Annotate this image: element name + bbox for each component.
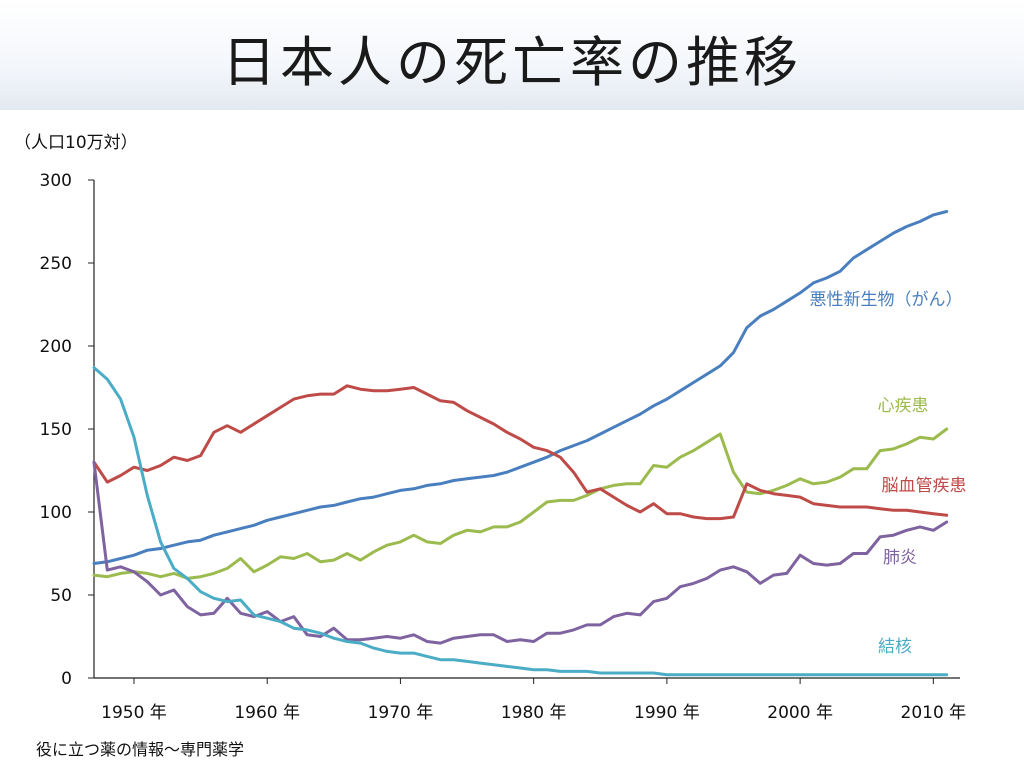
series-line-cerebrovascular [92, 384, 949, 521]
series-label-tuberculosis: 結核 [878, 637, 912, 657]
y-tick-label: 200 [40, 337, 72, 357]
x-tick-label: 1990 年 [634, 703, 700, 723]
x-tick-label: 1960 年 [234, 703, 300, 723]
series-label-cerebrovascular: 脳血管疾患 [882, 476, 967, 496]
source-label: 役に立つ薬の情報～専門薬学 [36, 740, 245, 759]
y-axis-unit-label: （人口10万対） [14, 133, 138, 153]
series-label-heart-disease: 心疾患 [878, 396, 929, 416]
x-tick-label: 1970 年 [368, 703, 434, 723]
page-title: 日本人の死亡率の推移 [222, 31, 802, 94]
y-tick-label: 250 [40, 254, 72, 274]
series-line-tuberculosis [92, 366, 949, 677]
series-line-heart-disease [92, 427, 949, 580]
y-tick-label: 300 [40, 171, 72, 191]
series-line-cancer [92, 210, 949, 565]
y-tick-label: 0 [61, 669, 72, 689]
y-tick-label: 150 [40, 420, 72, 440]
series-label-pneumonia: 肺炎 [883, 548, 917, 568]
x-tick-label: 1950 年 [101, 703, 167, 723]
series-label-cancer: 悪性新生物（がん） [810, 290, 963, 310]
x-tick-label: 2000 年 [767, 703, 833, 723]
x-tick-label: 1980 年 [501, 703, 567, 723]
series-line-pneumonia [92, 460, 949, 645]
y-tick-label: 100 [40, 503, 72, 523]
y-tick-label: 50 [50, 586, 72, 606]
x-tick-label: 2010 年 [901, 703, 967, 723]
title-band [0, 0, 1024, 110]
